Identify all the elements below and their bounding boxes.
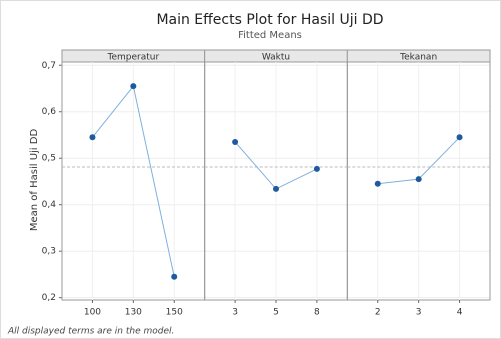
marker — [273, 185, 279, 192]
y-tick-label: 0,4 — [42, 200, 57, 210]
marker — [171, 273, 178, 280]
marker — [232, 138, 239, 145]
marker — [456, 134, 463, 141]
chart-title: Main Effects Plot for Hasil Uji DD — [156, 12, 383, 28]
x-tick-label: 4 — [457, 308, 463, 318]
x-tick-label: 150 — [166, 308, 183, 318]
x-tick-label: 8 — [314, 308, 320, 318]
x-tick-label: 5 — [273, 308, 279, 318]
x-tick-label: 100 — [84, 308, 101, 318]
y-tick-label: 0,2 — [42, 293, 56, 303]
x-tick-label: 3 — [232, 308, 238, 318]
panel-title: Waktu — [262, 53, 290, 63]
x-tick-label: 3 — [416, 308, 422, 318]
marker — [313, 165, 320, 172]
y-axis-label: Mean of Hasil Uji DD — [29, 129, 40, 232]
y-tick-label: 0,5 — [42, 154, 56, 164]
marker — [374, 180, 381, 187]
x-tick-label: 130 — [125, 308, 142, 318]
chart-subtitle: Fitted Means — [238, 30, 302, 41]
panel-title: Tekanan — [399, 53, 437, 63]
footnote: All displayed terms are in the model. — [7, 327, 174, 337]
y-tick-label: 0,6 — [42, 107, 57, 117]
marker — [89, 134, 96, 141]
y-tick-label: 0,3 — [42, 247, 56, 257]
panel-title: Temperatur — [106, 53, 159, 63]
x-tick-label: 2 — [375, 308, 381, 318]
marker — [130, 83, 137, 90]
marker — [415, 176, 422, 183]
y-tick-label: 0,7 — [42, 61, 56, 71]
